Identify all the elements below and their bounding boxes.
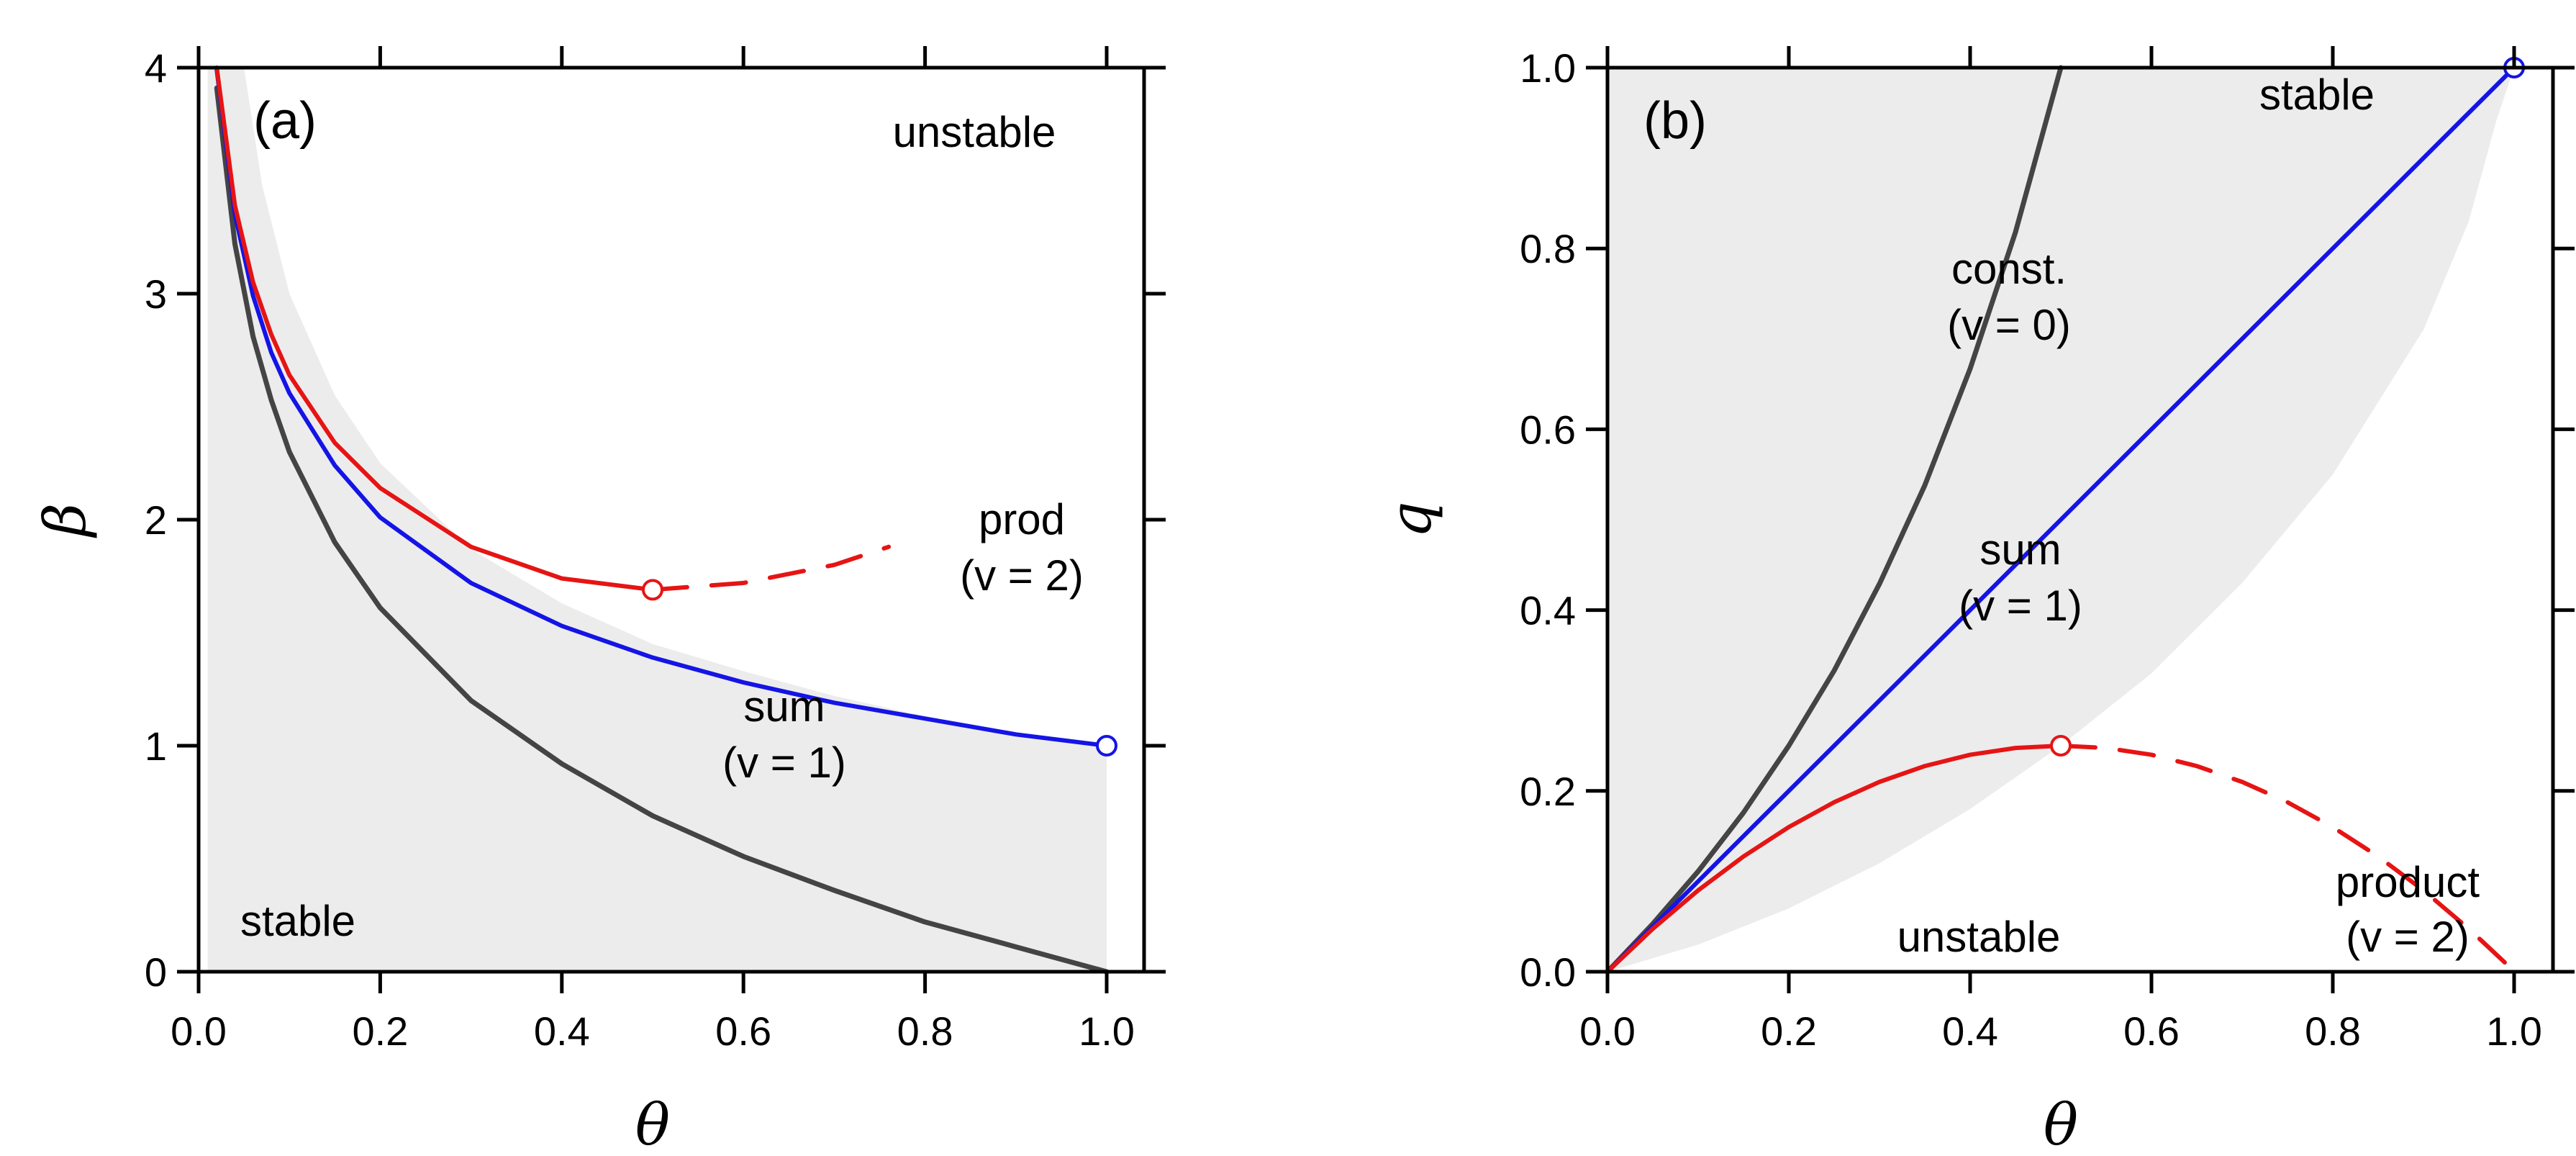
- y-tick-label: 2: [145, 497, 167, 543]
- ticks-group: 0.0 0.2 0.4 0.6 0.8 1.0 0 1 2 3 4: [145, 45, 1166, 1054]
- series-line-const: [1605, 65, 2064, 975]
- x-tick-label: 0.6: [2123, 1008, 2180, 1054]
- x-tick-label: 0.0: [1579, 1008, 1636, 1054]
- x-tick-label: 0.2: [352, 1008, 408, 1054]
- sum-label: sum: [743, 682, 825, 731]
- product-param-label: (v = 2): [2346, 913, 2470, 961]
- y-tick-label: 1: [145, 723, 167, 769]
- y-tick-label: 0.0: [1520, 949, 1576, 995]
- panel-a: 0.0 0.2 0.4 0.6 0.8 1.0 0 1 2 3 4 (a) θ β unstable…: [32, 45, 1166, 1156]
- stable-region: [207, 68, 1107, 972]
- series-line-constv: [214, 85, 1110, 975]
- region-label-unstable: unstable: [1897, 913, 2061, 961]
- x-axis-title: θ: [635, 1091, 670, 1156]
- y-axis-title: β: [32, 503, 99, 538]
- sum-param-label: (v = 1): [1959, 582, 2082, 630]
- series-group: [214, 66, 1110, 975]
- y-tick-label: 3: [145, 271, 167, 317]
- panel-label: (b): [1643, 92, 1707, 150]
- plot-frame: [1605, 66, 2555, 974]
- region-label-stable: stable: [2259, 71, 2375, 119]
- x-tick-label: 0.8: [2305, 1008, 2361, 1054]
- y-tick-label: 0.6: [1520, 407, 1576, 452]
- series-group: [1605, 65, 2516, 975]
- panel-b: 0.0 0.2 0.4 0.6 0.8 1.0 0.0 0.2 0.4 0.6 0.8 1.0 (b)…: [1377, 45, 2575, 1156]
- y-tick-label: 0.4: [1520, 588, 1576, 633]
- y-tick-label: 0: [145, 949, 167, 995]
- prod-param-label: (v = 2): [960, 551, 1084, 600]
- region-label-stable: stable: [240, 897, 355, 945]
- markers-group: [642, 579, 1117, 757]
- x-tick-label: 0.4: [534, 1008, 590, 1054]
- y-tick-label: 1.0: [1520, 45, 1576, 91]
- y-axis-title: q: [1377, 501, 1444, 538]
- x-tick-label: 0.4: [1942, 1008, 1998, 1054]
- marker-product: [2050, 735, 2072, 757]
- y-tick-label: 4: [145, 45, 167, 91]
- series-line-sum: [1605, 66, 2516, 974]
- series-line-prod: [214, 66, 655, 592]
- sum-label: sum: [1979, 525, 2061, 574]
- series-line-prod-unstable: [650, 544, 892, 592]
- series-line-product-unstable: [2059, 744, 2508, 965]
- panel-label: (a): [253, 92, 317, 150]
- product-label: product: [2336, 858, 2480, 906]
- x-axis-title: θ: [2044, 1091, 2078, 1156]
- const-param-label: (v = 0): [1947, 301, 2071, 349]
- y-tick-label: 0.8: [1520, 226, 1576, 271]
- prod-label: prod: [979, 495, 1065, 543]
- const-label: const.: [1951, 245, 2067, 293]
- x-tick-label: 0.6: [715, 1008, 771, 1054]
- marker-prod: [642, 579, 663, 601]
- x-tick-label: 0.8: [897, 1008, 953, 1054]
- series-line-sum: [214, 68, 1109, 748]
- x-tick-label: 1.0: [2486, 1008, 2542, 1054]
- x-tick-label: 1.0: [1079, 1008, 1135, 1054]
- y-tick-label: 0.2: [1520, 769, 1576, 814]
- series-line-product: [1605, 744, 2063, 974]
- x-tick-label: 0.0: [171, 1008, 227, 1054]
- x-tick-label: 0.2: [1761, 1008, 1817, 1054]
- ticks-group: 0.0 0.2 0.4 0.6 0.8 1.0 0.0 0.2 0.4 0.6 0.8 1.0: [1520, 45, 2575, 1054]
- region-label-unstable: unstable: [893, 108, 1056, 156]
- marker-sum: [1096, 735, 1117, 757]
- sum-param-label: (v = 1): [722, 739, 846, 787]
